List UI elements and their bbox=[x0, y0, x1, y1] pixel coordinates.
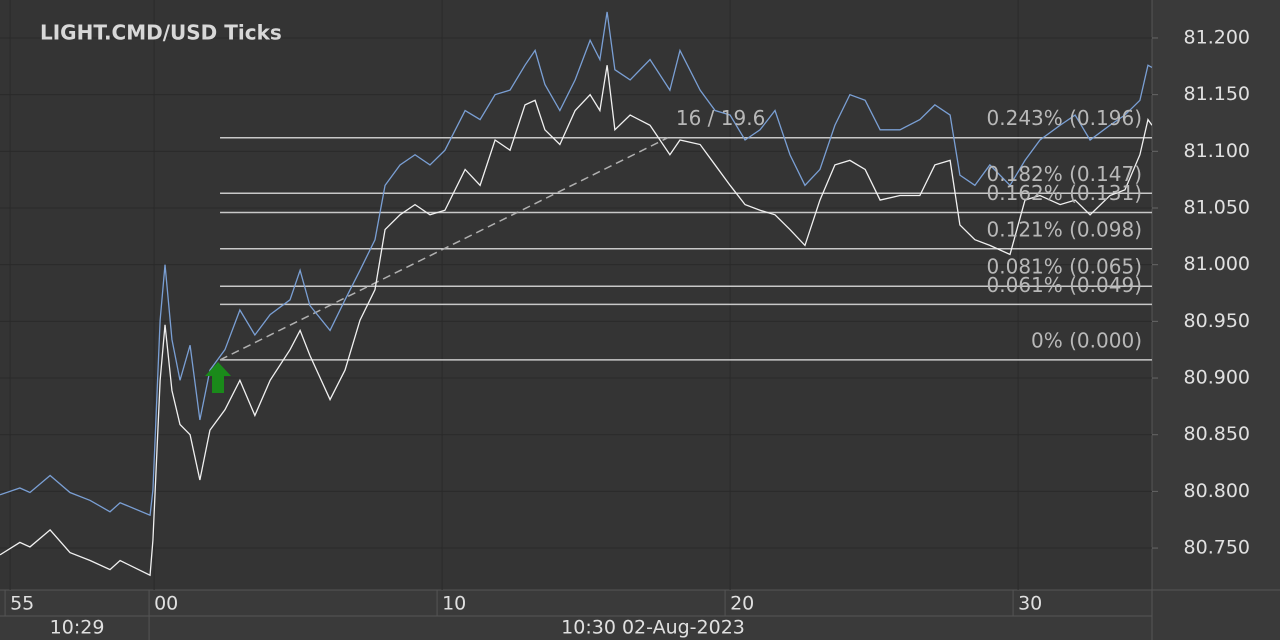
price-line bbox=[0, 65, 1152, 577]
level-label: 0% (0.000) bbox=[1031, 328, 1142, 352]
time-label: 10:30 02-Aug-2023 bbox=[561, 617, 745, 639]
x-tick-label: 55 bbox=[10, 593, 34, 615]
chart-title: LIGHT.CMD/USD Ticks bbox=[40, 21, 282, 45]
level-label: 0.081% (0.065) bbox=[987, 255, 1142, 279]
level-label: 0.121% (0.098) bbox=[987, 217, 1142, 241]
x-tick-label: 20 bbox=[730, 593, 754, 615]
y-tick-label: 81.100 bbox=[1184, 140, 1250, 162]
plot-area bbox=[0, 0, 1152, 590]
time-label: 10:29 bbox=[50, 617, 105, 639]
trend-label: 16 / 19.6 bbox=[676, 106, 765, 130]
level-label: 0.162% (0.131) bbox=[987, 181, 1142, 205]
y-tick-label: 80.900 bbox=[1184, 367, 1250, 389]
x-tick-label: 30 bbox=[1018, 593, 1042, 615]
level-label: 0.061% (0.049) bbox=[987, 273, 1142, 297]
y-tick-label: 81.050 bbox=[1184, 197, 1250, 219]
level-label: 0.182% (0.147) bbox=[987, 162, 1142, 186]
y-tick-label: 81.150 bbox=[1184, 83, 1250, 105]
x-tick-label: 10 bbox=[442, 593, 466, 615]
y-tick-label: 81.200 bbox=[1184, 26, 1250, 48]
y-tick-label: 81.000 bbox=[1184, 253, 1250, 275]
level-label: 0.243% (0.196) bbox=[987, 106, 1142, 130]
y-tick-label: 80.800 bbox=[1184, 480, 1250, 502]
x-tick-label: 00 bbox=[154, 593, 178, 615]
trend-line bbox=[219, 137, 669, 361]
y-tick-label: 80.850 bbox=[1184, 423, 1250, 445]
y-tick-label: 80.950 bbox=[1184, 310, 1250, 332]
price-line bbox=[0, 11, 1152, 517]
y-tick-label: 80.750 bbox=[1184, 537, 1250, 559]
buy-marker bbox=[205, 362, 232, 394]
